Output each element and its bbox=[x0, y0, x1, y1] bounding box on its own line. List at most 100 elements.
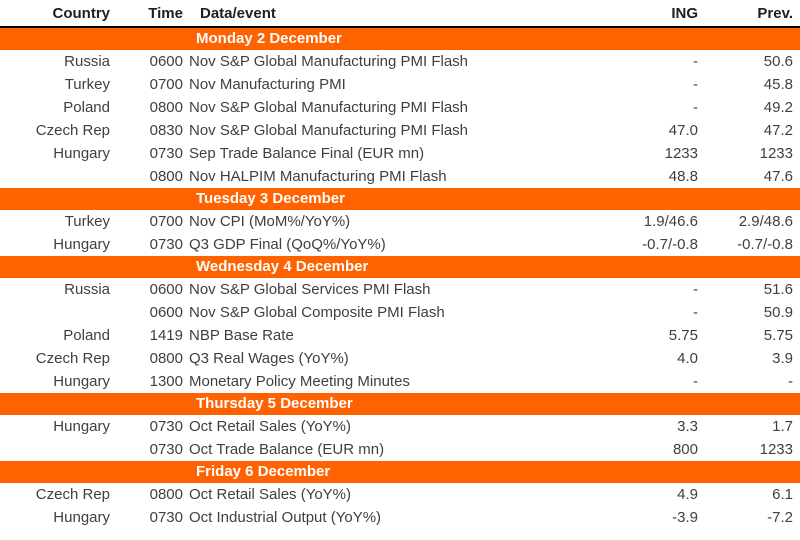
cell-time: 0800 bbox=[149, 350, 183, 367]
cell-event: Q3 GDP Final (QoQ%/YoY%) bbox=[189, 236, 386, 253]
cell-event: Nov S&P Global Services PMI Flash bbox=[189, 281, 431, 298]
cell-ing: 1233 bbox=[664, 145, 698, 162]
cell-time: 0730 bbox=[149, 509, 183, 526]
cell-event: Nov S&P Global Composite PMI Flash bbox=[189, 304, 445, 321]
cell-time: 0730 bbox=[149, 441, 183, 458]
cell-prev: 50.9 bbox=[763, 304, 793, 321]
cell-time: 1419 bbox=[149, 327, 183, 344]
cell-country: Russia bbox=[64, 281, 110, 298]
cell-prev: 49.2 bbox=[763, 99, 793, 116]
cell-country: Hungary bbox=[53, 418, 110, 435]
cell-country: Russia bbox=[64, 53, 110, 70]
cell-event: NBP Base Rate bbox=[189, 327, 294, 344]
column-header-prev: Prev. bbox=[698, 0, 800, 28]
section-header-row: Thursday 5 December bbox=[0, 393, 800, 415]
table-row: Turkey 0700 Nov CPI (MoM%/YoY%) 1.9/46.6 2.9… bbox=[0, 210, 800, 233]
cell-ing: -0.7/-0.8 bbox=[642, 236, 698, 253]
cell-time: 0600 bbox=[149, 304, 183, 321]
cell-ing: 3.3 bbox=[677, 418, 698, 435]
cell-country: Czech Rep bbox=[35, 122, 110, 139]
table-row: Poland 0800 Nov S&P Global Manufacturing P… bbox=[0, 96, 800, 119]
cell-prev: 5.75 bbox=[763, 327, 793, 344]
cell-event: Oct Trade Balance (EUR mn) bbox=[189, 441, 385, 458]
column-header-data-event: Data/event bbox=[188, 0, 602, 28]
table-row: 0800 Nov HALPIM Manufacturing PMI Flash 48… bbox=[0, 165, 800, 188]
table-row: Russia 0600 Nov S&P Global Manufacturing P… bbox=[0, 50, 800, 73]
cell-event: Nov S&P Global Manufacturing PMI Flash bbox=[189, 99, 469, 116]
section-title: Monday 2 December bbox=[0, 27, 800, 50]
table-row: Hungary 1300 Monetary Policy Meeting Minut… bbox=[0, 370, 800, 393]
cell-country: Hungary bbox=[53, 145, 110, 162]
cell-ing: 800 bbox=[672, 441, 698, 458]
section-header-row: Wednesday 4 December bbox=[0, 256, 800, 278]
cell-time: 0800 bbox=[149, 99, 183, 116]
cell-time: 0730 bbox=[149, 236, 183, 253]
cell-country: Turkey bbox=[64, 213, 110, 230]
cell-event: Oct Industrial Output (YoY%) bbox=[189, 509, 382, 526]
cell-prev: 1.7 bbox=[772, 418, 793, 435]
cell-country: Czech Rep bbox=[35, 350, 110, 367]
table-header-row: Country Time Data/event ING Prev. bbox=[0, 0, 800, 28]
cell-time: 0730 bbox=[149, 418, 183, 435]
cell-event: Sep Trade Balance Final (EUR mn) bbox=[189, 145, 425, 162]
cell-event: Monetary Policy Meeting Minutes bbox=[189, 373, 410, 390]
table-row: Czech Rep 0830 Nov S&P Global Manufacturin… bbox=[0, 119, 800, 142]
cell-prev: 47.6 bbox=[763, 168, 793, 185]
cell-time: 0730 bbox=[149, 145, 183, 162]
cell-prev: 2.9/48.6 bbox=[738, 213, 793, 230]
table-row: Hungary 0730 Q3 GDP Final (QoQ%/YoY%) -0.7/… bbox=[0, 233, 800, 256]
table-row: 0600 Nov S&P Global Composite PMI Flash - 5… bbox=[0, 301, 800, 324]
cell-ing: - bbox=[693, 281, 698, 298]
cell-country bbox=[0, 301, 110, 324]
section-header-row: Friday 6 December bbox=[0, 461, 800, 483]
section-title: Friday 6 December bbox=[0, 461, 800, 483]
cell-time: 0600 bbox=[149, 281, 183, 298]
cell-ing: - bbox=[693, 99, 698, 116]
cell-event: Nov S&P Global Manufacturing PMI Flash bbox=[189, 122, 469, 139]
cell-ing: - bbox=[693, 76, 698, 93]
table-row: Russia 0600 Nov S&P Global Services PMI Fl… bbox=[0, 278, 800, 301]
section-title: Thursday 5 December bbox=[0, 393, 800, 415]
cell-ing: 4.9 bbox=[677, 486, 698, 503]
table-row: Turkey 0700 Nov Manufacturing PMI - 45.8 bbox=[0, 73, 800, 96]
cell-time: 0800 bbox=[149, 168, 183, 185]
cell-event: Oct Retail Sales (YoY%) bbox=[189, 418, 352, 435]
cell-country: Turkey bbox=[64, 76, 110, 93]
cell-ing: - bbox=[693, 304, 698, 321]
cell-country: Poland bbox=[63, 327, 110, 344]
cell-prev: 1233 bbox=[759, 145, 793, 162]
cell-prev: 3.9 bbox=[772, 350, 793, 367]
cell-ing: 5.75 bbox=[668, 327, 698, 344]
cell-time: 0800 bbox=[149, 486, 183, 503]
cell-country: Hungary bbox=[53, 373, 110, 390]
cell-event: Oct Retail Sales (YoY%) bbox=[189, 486, 352, 503]
cell-ing: 48.8 bbox=[668, 168, 698, 185]
table-row: Poland 1419 NBP Base Rate 5.75 5.75 bbox=[0, 324, 800, 347]
table-row: 0730 Oct Trade Balance (EUR mn) 800 1233 bbox=[0, 438, 800, 461]
cell-event: Nov Manufacturing PMI bbox=[189, 76, 346, 93]
section-header-row: Tuesday 3 December bbox=[0, 188, 800, 210]
cell-ing: 4.0 bbox=[677, 350, 698, 367]
cell-prev: 50.6 bbox=[763, 53, 793, 70]
cell-event: Q3 Real Wages (YoY%) bbox=[189, 350, 349, 367]
cell-country: Hungary bbox=[53, 509, 110, 526]
cell-prev: 51.6 bbox=[763, 281, 793, 298]
cell-event: Nov S&P Global Manufacturing PMI Flash bbox=[189, 53, 469, 70]
cell-ing: -3.9 bbox=[672, 509, 698, 526]
section-title: Tuesday 3 December bbox=[0, 188, 800, 210]
economic-calendar: Country Time Data/event ING Prev. Monday… bbox=[0, 0, 800, 529]
cell-ing: - bbox=[693, 373, 698, 390]
cell-time: 0700 bbox=[149, 76, 183, 93]
cell-prev: -0.7/-0.8 bbox=[737, 236, 793, 253]
cell-country: Poland bbox=[63, 99, 110, 116]
table-row: Hungary 0730 Oct Industrial Output (YoY%) -… bbox=[0, 506, 800, 529]
cell-time: 0600 bbox=[149, 53, 183, 70]
cell-event: Nov HALPIM Manufacturing PMI Flash bbox=[189, 168, 447, 185]
cell-country bbox=[0, 165, 110, 188]
cell-prev: 45.8 bbox=[763, 76, 793, 93]
cell-prev: 47.2 bbox=[763, 122, 793, 139]
cell-country bbox=[0, 438, 110, 461]
cell-ing: 1.9/46.6 bbox=[643, 213, 698, 230]
cell-event: Nov CPI (MoM%/YoY%) bbox=[189, 213, 351, 230]
table-row: Hungary 0730 Sep Trade Balance Final (EUR … bbox=[0, 142, 800, 165]
